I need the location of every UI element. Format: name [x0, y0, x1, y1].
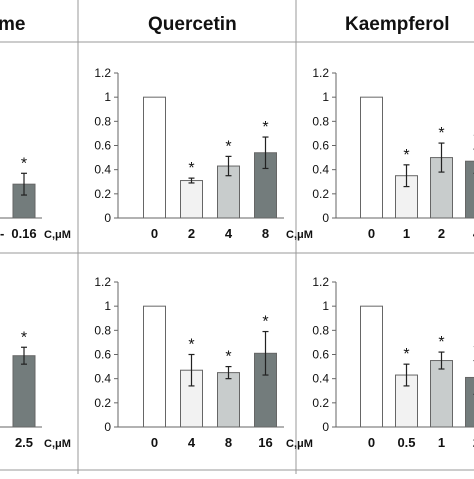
y-tick-label: 0.8 — [94, 114, 111, 128]
y-tick-label: 1 — [104, 90, 111, 104]
significance-star: * — [21, 329, 27, 346]
x-tick-label: 0.16 — [11, 226, 36, 241]
x-unit-label: C,μM — [286, 229, 313, 241]
y-tick-label: 0.6 — [312, 139, 329, 153]
x-tick-label: 0.5 — [397, 435, 415, 450]
x-tick-label: 4 — [225, 226, 233, 241]
y-tick-label: 0.8 — [312, 114, 329, 128]
y-tick-label: 0.6 — [94, 348, 111, 362]
significance-star: * — [21, 155, 27, 172]
x-unit-label: C,μM — [286, 438, 313, 450]
bar — [218, 373, 240, 427]
y-tick-label: 1.2 — [312, 275, 329, 289]
y-tick-label: 0.4 — [94, 163, 111, 177]
significance-star: * — [225, 138, 231, 155]
y-tick-label: 0.6 — [94, 139, 111, 153]
x-unit-label: C,μM — [44, 438, 71, 450]
y-tick-label: 1 — [104, 299, 111, 313]
y-tick-label: 0.6 — [312, 348, 329, 362]
bar — [431, 361, 453, 427]
significance-star: * — [403, 147, 409, 164]
x-tick-label: 2 — [438, 226, 445, 241]
y-tick-label: 1.2 — [94, 275, 111, 289]
x-tick-label: 4 — [188, 435, 196, 450]
y-tick-label: 0.2 — [312, 187, 329, 201]
significance-star: * — [188, 160, 194, 177]
bar — [144, 306, 166, 427]
y-tick-label: 1 — [322, 90, 329, 104]
bar — [466, 161, 474, 218]
significance-star: * — [438, 334, 444, 351]
bar — [181, 181, 203, 218]
significance-star: * — [188, 337, 194, 354]
y-tick-label: 0 — [322, 420, 329, 434]
bar — [13, 356, 35, 427]
column-title-quercetin: Quercetin — [148, 14, 237, 36]
y-tick-label: 0 — [104, 420, 111, 434]
x-tick-label: 0 — [151, 435, 158, 450]
y-tick-label: 0.4 — [312, 372, 329, 386]
y-tick-label: 0.2 — [94, 396, 111, 410]
x-tick-label-cropped: - — [0, 226, 4, 241]
y-tick-label: 1.2 — [94, 66, 111, 80]
significance-star: * — [225, 349, 231, 366]
significance-star: * — [438, 125, 444, 142]
x-tick-label: 16 — [258, 435, 272, 450]
bar — [466, 377, 474, 427]
x-tick-label: 0 — [368, 435, 375, 450]
x-tick-label: 2 — [188, 226, 195, 241]
significance-star: * — [262, 314, 268, 331]
y-tick-label: 0.4 — [94, 372, 111, 386]
y-tick-label: 0.8 — [94, 323, 111, 337]
y-tick-label: 0.2 — [94, 187, 111, 201]
y-tick-label: 0 — [104, 211, 111, 225]
significance-star: * — [262, 119, 268, 136]
y-tick-label: 0.2 — [312, 396, 329, 410]
x-tick-label: 1 — [438, 435, 445, 450]
y-tick-label: 0.8 — [312, 323, 329, 337]
bar — [144, 97, 166, 218]
x-tick-label: 0 — [151, 226, 158, 241]
x-tick-label: 1 — [403, 226, 410, 241]
column-title-left: me — [0, 14, 25, 36]
column-title-kaempferol: Kaempferol — [345, 14, 450, 36]
y-tick-label: 1 — [322, 299, 329, 313]
x-tick-label: 0 — [368, 226, 375, 241]
x-unit-label: C,μM — [44, 229, 71, 241]
y-tick-label: 0.4 — [312, 163, 329, 177]
bar — [361, 97, 383, 218]
x-tick-label: 2.5 — [15, 435, 33, 450]
significance-star: * — [403, 346, 409, 363]
bar — [361, 306, 383, 427]
y-tick-label: 0 — [322, 211, 329, 225]
x-tick-label: 8 — [262, 226, 269, 241]
y-tick-label: 1.2 — [312, 66, 329, 80]
x-tick-label: 8 — [225, 435, 232, 450]
